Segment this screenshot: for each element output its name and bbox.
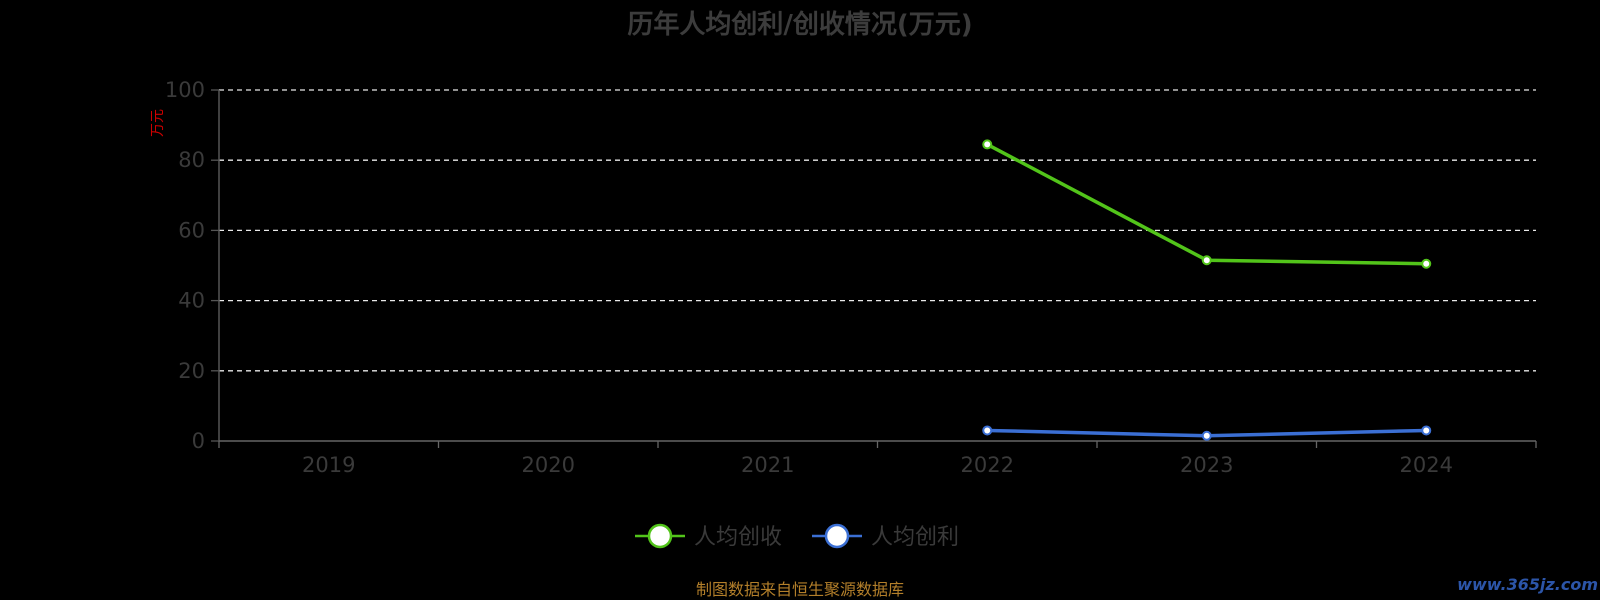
- legend[interactable]: 人均创收 人均创利: [635, 523, 959, 550]
- x-tick-label: 2022: [961, 453, 1014, 477]
- legend-swatch-marker: [647, 523, 673, 549]
- legend-swatch-marker: [824, 523, 850, 549]
- y-tick-label: 80: [178, 148, 205, 172]
- data-point: [1201, 255, 1212, 266]
- y-tick-label: 0: [192, 429, 205, 453]
- series-line: [985, 142, 1428, 266]
- x-tick-label: 2020: [522, 453, 575, 477]
- legend-label: 人均创利: [871, 525, 959, 550]
- gridlines: [219, 89, 1536, 372]
- axes: [218, 90, 1536, 442]
- legend-label: 人均创收: [694, 525, 782, 550]
- x-tick-label: 2021: [741, 453, 794, 477]
- data-point: [982, 425, 993, 436]
- x-tick-label: 2024: [1400, 453, 1453, 477]
- watermark: www.365jz.com: [1457, 575, 1598, 594]
- y-tick-label: 60: [178, 218, 205, 242]
- x-tick-label: 2023: [1180, 453, 1233, 477]
- data-point: [1421, 425, 1432, 436]
- source-note: 制图数据来自恒生聚源数据库: [696, 580, 904, 599]
- y-axis-ticks: 0 20 40 60 80 100: [165, 78, 219, 453]
- data-point: [1201, 430, 1212, 441]
- series-group: [982, 139, 1432, 441]
- y-tick-label: 40: [178, 289, 205, 313]
- data-point: [982, 139, 993, 150]
- y-axis-unit: 万元: [150, 109, 166, 137]
- chart-title: 历年人均创利/创收情况(万元): [627, 9, 972, 40]
- data-point: [1421, 258, 1432, 269]
- x-tick-label: 2019: [302, 453, 355, 477]
- x-axis-ticks: 2019 2020 2021 2022 2023 2024: [218, 441, 1537, 477]
- y-tick-label: 20: [178, 359, 205, 383]
- y-tick-label: 100: [165, 78, 205, 102]
